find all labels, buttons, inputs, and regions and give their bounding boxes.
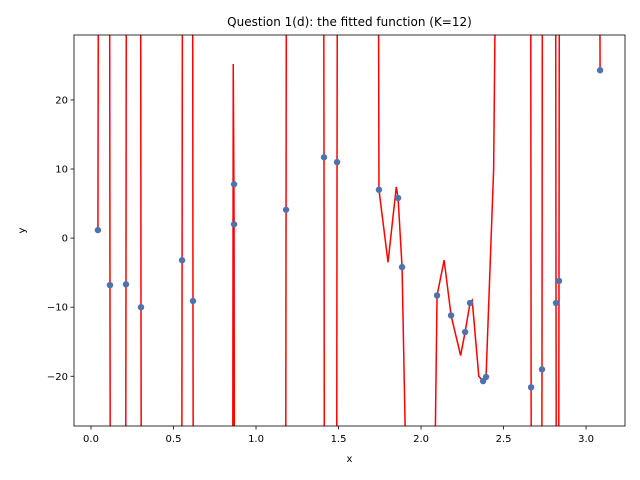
y-tick-label: 10	[55, 165, 68, 176]
data-point	[375, 186, 383, 193]
data-point	[466, 299, 474, 307]
data-point	[230, 221, 238, 228]
data-point	[320, 154, 328, 161]
data-point	[122, 281, 130, 288]
data-point	[189, 297, 197, 305]
data-point	[552, 299, 560, 307]
data-point	[106, 281, 114, 289]
y-tick-label: 20	[55, 95, 68, 106]
data-point	[433, 292, 441, 299]
x-tick-label: 2.0	[413, 434, 429, 445]
x-tick-label: 3.0	[578, 434, 594, 445]
x-tick-label: 1.0	[248, 434, 264, 445]
y-tick-label: −10	[47, 303, 68, 314]
data-point	[538, 366, 546, 373]
data-point	[333, 158, 341, 166]
x-axis-label: x	[347, 454, 353, 465]
data-point	[394, 194, 402, 202]
data-point	[527, 384, 535, 391]
data-point	[398, 263, 406, 271]
data-point	[230, 181, 238, 188]
x-tick-label: 1.5	[331, 434, 347, 445]
data-point	[447, 312, 455, 319]
data-point	[482, 373, 490, 381]
fit-line	[97, 35, 601, 426]
x-tick-label: 0.5	[166, 434, 182, 445]
data-point	[461, 328, 469, 336]
x-tick-label: 2.5	[496, 434, 512, 445]
data-point	[137, 303, 145, 311]
y-axis-label: y	[17, 227, 28, 233]
data-point	[94, 226, 102, 234]
y-tick-label: 0	[62, 234, 68, 245]
y-tick-label: −20	[47, 372, 68, 383]
data-point	[178, 257, 186, 264]
axes-frame	[73, 34, 626, 427]
x-tick-label: 0.0	[83, 434, 99, 445]
plot-area	[94, 35, 604, 426]
data-point	[555, 277, 563, 285]
data-point	[596, 67, 604, 74]
chart-title: Question 1(d): the fitted function (K=12…	[227, 15, 472, 29]
data-point	[282, 206, 290, 213]
